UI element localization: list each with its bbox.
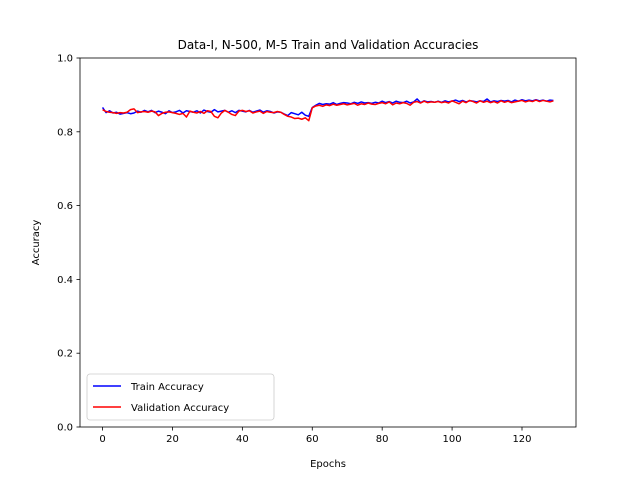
- x-tick-label: 120: [512, 434, 531, 445]
- plot-background: [80, 58, 576, 427]
- legend-label-validation: Validation Accuracy: [131, 403, 229, 414]
- legend-box: [86, 373, 275, 421]
- x-tick-label: 100: [443, 434, 462, 445]
- x-tick-label: 80: [376, 434, 389, 445]
- plot-frame: [79, 57, 577, 428]
- validation-accuracy-line: [102, 99, 554, 122]
- y-tick-label: 0.8: [57, 127, 73, 138]
- y-tick-label: 0.0: [57, 423, 73, 434]
- y-tick-label: 1.0: [57, 54, 73, 65]
- y-tick-label: 0.4: [57, 275, 73, 286]
- x-tick-label: 60: [306, 434, 319, 445]
- y-tick-label: 0.2: [57, 349, 73, 360]
- plot-area: [79, 57, 577, 428]
- chart-title: Data-I, N-500, M-5 Train and Validation …: [178, 38, 479, 52]
- y-axis-title: Accuracy: [31, 220, 42, 266]
- legend-label-train: Train Accuracy: [130, 382, 204, 393]
- series-layer: [101, 98, 554, 122]
- x-tick-label: 0: [99, 434, 105, 445]
- x-tick-label: 20: [166, 434, 179, 445]
- x-tick-label: 40: [236, 434, 249, 445]
- x-axis-title: Epochs: [310, 459, 346, 470]
- x-axis: 0 20 40 60 80 100 120: [99, 427, 532, 445]
- y-tick-label: 0.6: [57, 201, 73, 212]
- legend: Train Accuracy Validation Accuracy: [86, 373, 275, 421]
- y-axis: 0.0 0.2 0.4 0.6 0.8 1.0: [57, 54, 80, 434]
